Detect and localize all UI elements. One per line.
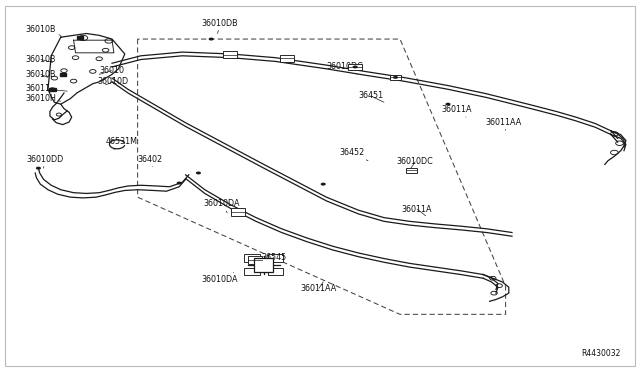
FancyBboxPatch shape — [77, 36, 83, 39]
FancyBboxPatch shape — [248, 256, 262, 264]
Text: 36451: 36451 — [358, 92, 384, 102]
FancyBboxPatch shape — [231, 208, 245, 216]
Text: 46531M: 46531M — [106, 137, 138, 150]
Text: 36010DA: 36010DA — [202, 272, 238, 284]
Text: 36011AA: 36011AA — [485, 118, 522, 130]
FancyBboxPatch shape — [348, 64, 362, 70]
Text: 36010B: 36010B — [26, 55, 56, 64]
FancyBboxPatch shape — [244, 254, 260, 262]
Text: 36010DC: 36010DC — [326, 62, 363, 74]
FancyBboxPatch shape — [223, 51, 237, 58]
FancyBboxPatch shape — [406, 167, 417, 173]
Text: 36010DC: 36010DC — [397, 157, 433, 168]
Text: 36011: 36011 — [26, 84, 67, 93]
Text: 36011AA: 36011AA — [301, 282, 337, 293]
Circle shape — [196, 171, 201, 174]
Text: 36011A: 36011A — [402, 205, 433, 216]
Text: 36010DA: 36010DA — [204, 199, 240, 213]
Circle shape — [209, 38, 214, 41]
Text: 36010B: 36010B — [26, 25, 61, 35]
Text: 36452: 36452 — [339, 148, 368, 161]
FancyBboxPatch shape — [280, 55, 294, 62]
FancyBboxPatch shape — [254, 258, 273, 272]
Text: 36011A: 36011A — [442, 105, 472, 117]
FancyBboxPatch shape — [268, 268, 283, 275]
Circle shape — [393, 76, 398, 79]
Circle shape — [445, 103, 451, 106]
Circle shape — [353, 65, 358, 68]
FancyBboxPatch shape — [244, 268, 260, 275]
Text: 36545: 36545 — [261, 253, 286, 263]
Circle shape — [36, 167, 41, 170]
FancyBboxPatch shape — [49, 88, 56, 91]
Text: 36010: 36010 — [99, 66, 124, 75]
Text: 36010D: 36010D — [98, 77, 129, 86]
Text: 36010B: 36010B — [26, 70, 56, 79]
Text: 36402: 36402 — [138, 155, 163, 167]
Text: 36010DB: 36010DB — [202, 19, 238, 33]
Text: 36010H: 36010H — [26, 94, 61, 103]
Text: R4430032: R4430032 — [581, 349, 621, 358]
FancyBboxPatch shape — [390, 74, 401, 80]
FancyBboxPatch shape — [268, 254, 283, 262]
Circle shape — [177, 182, 182, 185]
Circle shape — [321, 183, 326, 186]
Text: 36010DD: 36010DD — [27, 155, 64, 168]
FancyBboxPatch shape — [60, 73, 66, 76]
